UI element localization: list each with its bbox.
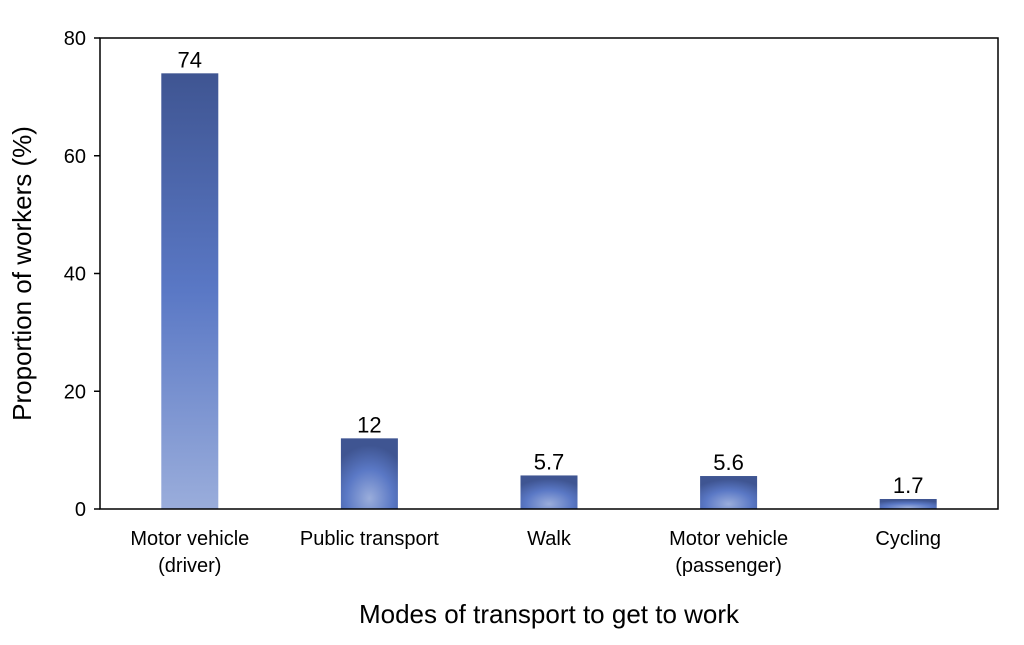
x-category-label-line: Motor vehicle [669, 528, 788, 550]
y-tick-label: 80 [64, 28, 86, 50]
x-category-label-line: Walk [527, 528, 572, 550]
plot-area-frame [99, 37, 999, 510]
bar [520, 475, 578, 509]
x-category-label: Motor vehicle (driver) [130, 528, 249, 577]
bar [340, 438, 398, 509]
bar-value-label: 74 [178, 47, 202, 72]
y-tick-label: 0 [75, 499, 86, 521]
x-category-label: Public transport [300, 528, 439, 550]
bar [879, 498, 937, 509]
bar-value-label: 12 [357, 412, 381, 437]
bars-layer: 74 12 5.7 5.6 1.7 [161, 47, 937, 509]
x-category-label-line: Motor vehicle [130, 528, 249, 550]
bar-value-label: 5.6 [713, 450, 744, 475]
y-tick-label: 60 [64, 146, 86, 168]
bar [700, 476, 758, 509]
x-category-label-line: (driver) [158, 555, 221, 577]
bar-value-label: 5.7 [534, 449, 565, 474]
y-axis: 0 20 40 60 80 [64, 28, 100, 521]
x-category-label-line: (passenger) [675, 555, 782, 577]
x-axis-title: Modes of transport to get to work [359, 599, 740, 629]
x-category-label-line: Cycling [875, 528, 941, 550]
y-axis-title: Proportion of workers (%) [7, 126, 37, 421]
bar-value-label: 1.7 [893, 473, 924, 498]
y-tick-label: 40 [64, 264, 86, 286]
x-category-label-line: Public transport [300, 528, 439, 550]
y-tick-label: 20 [64, 381, 86, 403]
x-axis: Motor vehicle (driver) Public transport Wal… [130, 528, 941, 577]
x-category-label: Cycling [875, 528, 941, 550]
bar [161, 73, 219, 509]
x-category-label: Walk [527, 528, 572, 550]
x-category-label: Motor vehicle (passenger) [669, 528, 788, 577]
